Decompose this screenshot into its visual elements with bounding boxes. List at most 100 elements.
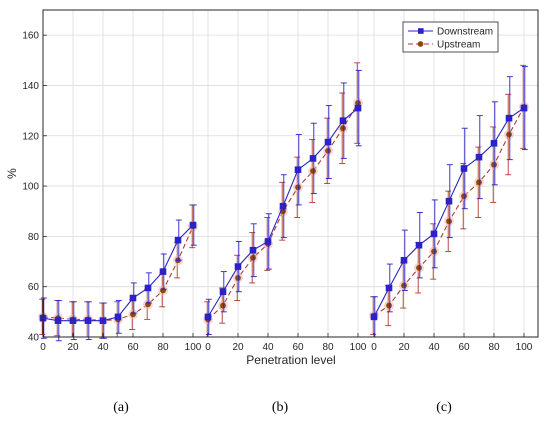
x-tick-label: 100: [185, 342, 202, 353]
data-point: [415, 241, 423, 249]
data-point: [264, 238, 272, 245]
data-point: [401, 282, 407, 289]
x-tick-label: 20: [398, 342, 410, 353]
data-point: [324, 138, 332, 146]
x-tick-label: 40: [428, 342, 440, 353]
series-downstream-panel-2: [204, 69, 362, 335]
x-tick-label: 100: [516, 342, 533, 353]
x-tick-label: 0: [371, 342, 377, 353]
data-point: [174, 236, 182, 244]
data-point: [69, 317, 77, 324]
data-point: [294, 166, 302, 174]
plot-frame: [42, 9, 539, 338]
data-point: [476, 179, 482, 186]
data-point: [506, 131, 512, 138]
x-tick-label: 60: [292, 342, 304, 353]
data-point: [520, 104, 528, 112]
data-point: [461, 193, 467, 200]
panel-label: (c): [436, 400, 452, 415]
data-point: [370, 313, 378, 321]
data-point: [460, 165, 468, 172]
data-point: [325, 147, 331, 154]
data-layer: [38, 62, 529, 342]
x-tick-label: 40: [97, 342, 109, 353]
y-tick-label: 160: [22, 31, 39, 42]
data-point: [310, 168, 316, 174]
data-point: [84, 317, 92, 324]
legend-item-downstream: Downstream: [408, 27, 493, 38]
legend-label: Upstream: [437, 40, 480, 51]
legend-marker: [418, 28, 424, 34]
x-tick-label: 40: [262, 342, 274, 353]
data-point: [490, 140, 498, 147]
data-point: [204, 313, 212, 321]
data-point: [144, 284, 152, 292]
data-point: [309, 155, 317, 162]
x-tick-label: 20: [232, 342, 244, 353]
data-point: [54, 317, 62, 324]
data-point: [445, 197, 453, 205]
x-tick-label: 0: [205, 342, 211, 353]
data-point: [354, 104, 362, 112]
data-point: [189, 221, 197, 229]
data-point: [430, 230, 438, 238]
data-point: [416, 264, 422, 271]
data-point: [250, 254, 256, 261]
data-point: [446, 218, 452, 225]
y-tick-label: 120: [22, 131, 39, 142]
y-tick-label: 40: [28, 333, 40, 344]
data-point: [220, 302, 226, 309]
x-tick-label: 80: [322, 342, 334, 353]
data-point: [99, 317, 107, 324]
data-point: [145, 301, 151, 308]
data-point: [219, 288, 227, 296]
data-point: [491, 161, 497, 168]
legend-marker: [417, 41, 424, 47]
data-point: [295, 184, 301, 191]
legend-box: [402, 21, 499, 53]
data-point: [130, 311, 136, 318]
x-tick-label: 0: [40, 342, 46, 353]
data-point: [129, 294, 137, 302]
y-tick-label: 100: [22, 182, 39, 193]
y-tick-label: 60: [28, 282, 40, 293]
data-point: [234, 263, 242, 270]
data-point: [385, 284, 393, 292]
data-point: [339, 117, 347, 124]
data-point: [355, 100, 361, 106]
data-point: [114, 313, 122, 321]
data-point: [249, 246, 257, 254]
data-point: [235, 274, 241, 281]
x-tick-label: 80: [157, 342, 169, 353]
y-tick-label: 140: [22, 81, 39, 92]
data-point: [386, 302, 392, 309]
x-tick-label: 60: [458, 342, 470, 353]
series-line: [207, 102, 359, 320]
x-tick-label: 60: [127, 342, 139, 353]
panel-labels: (a) (b) (c): [113, 400, 452, 415]
panel-label: (a): [113, 400, 129, 415]
x-tick-label: 80: [488, 342, 500, 353]
data-point: [505, 114, 513, 122]
panel-label: (b): [272, 400, 289, 415]
data-point: [159, 268, 167, 275]
legend-item-upstream: Upstream: [408, 40, 480, 51]
data-point: [431, 248, 437, 255]
data-point: [475, 153, 483, 161]
legend: Downstream Upstream: [402, 21, 499, 53]
series-downstream-panel-3: [370, 66, 528, 338]
x-axis-title: Penetration level: [246, 353, 335, 367]
plot-background: [43, 10, 538, 337]
y-tick-label: 80: [28, 232, 40, 243]
data-point: [400, 256, 408, 264]
y-axis-title: %: [5, 168, 19, 179]
x-tick-label: 20: [67, 342, 79, 353]
series-downstream-panel-1: [39, 204, 197, 342]
data-point: [160, 287, 166, 294]
x-tick-label: 100: [350, 342, 367, 353]
legend-label: Downstream: [437, 27, 493, 38]
data-point: [340, 125, 346, 132]
